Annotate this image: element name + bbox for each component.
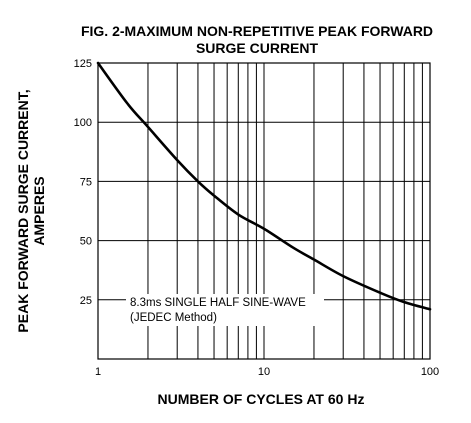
chart-title-line2: SURGE CURRENT: [196, 40, 319, 56]
y-tick-label: 125: [74, 58, 92, 70]
annotation-background: [126, 294, 324, 326]
y-axis-label-line1: PEAK FORWARD SURGE CURRENT,: [15, 89, 31, 332]
series-line: [96, 61, 432, 311]
x-tick-label: 1: [95, 366, 101, 378]
y-tick-label: 75: [80, 176, 92, 188]
x-axis-label: NUMBER OF CYCLES AT 60 Hz: [158, 391, 365, 407]
annotation-line1: 8.3ms SINGLE HALF SINE-WAVE: [130, 297, 306, 309]
y-tick-label: 100: [74, 117, 92, 129]
y-tick-labels: 25 50 75 100 125: [74, 58, 92, 307]
y-tick-label: 50: [80, 236, 92, 248]
chart-title-line1: FIG. 2-MAXIMUM NON-REPETITIVE PEAK FORWA…: [81, 23, 433, 39]
x-tick-label: 100: [421, 366, 439, 378]
x-tick-labels: 1 10 100: [95, 366, 439, 378]
x-tick-label: 10: [258, 366, 270, 378]
plot-frame: [97, 62, 431, 360]
annotation-line2: (JEDEC Method): [130, 312, 217, 324]
y-tick-label: 25: [80, 295, 92, 307]
gridlines: [97, 62, 431, 359]
y-axis-label-line2: AMPERES: [31, 176, 47, 245]
